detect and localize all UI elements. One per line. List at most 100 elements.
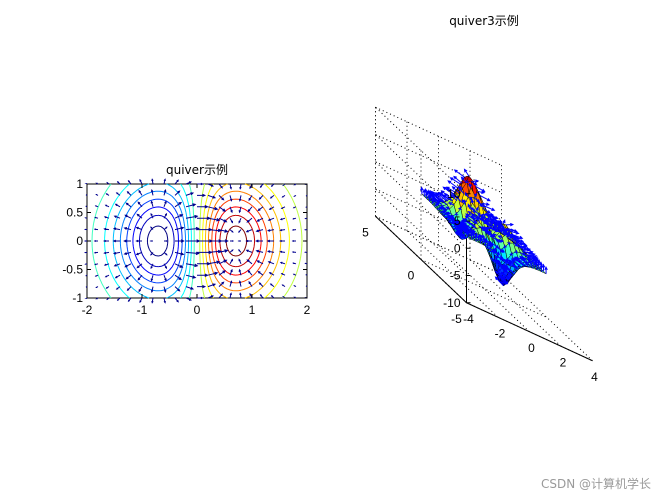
quiver-arrow <box>103 239 109 243</box>
quiver-arrow <box>292 262 297 265</box>
normal-arrow <box>503 244 507 249</box>
contour-line <box>104 183 192 299</box>
quiver-arrow <box>229 206 233 214</box>
quiver-arrow <box>280 273 286 276</box>
quiver-arrow <box>150 263 154 270</box>
quiver-arrow <box>137 201 143 208</box>
normal-arrow <box>424 188 428 197</box>
quiver-arrow <box>237 240 241 242</box>
quiver-arrow <box>267 261 275 265</box>
surface-patch <box>539 269 547 275</box>
normal-arrow <box>495 239 500 243</box>
quiver-arrow <box>150 252 154 256</box>
normal-arrow <box>502 219 506 225</box>
normal-arrow <box>512 257 522 264</box>
x-tick-label: 2 <box>560 355 567 369</box>
quiver-arrow <box>229 229 234 233</box>
quiver-arrow <box>238 258 242 265</box>
normal-arrow <box>497 268 502 273</box>
normal-arrow <box>509 252 514 256</box>
quiver-arrow <box>150 286 154 294</box>
quiver-arrow <box>94 274 99 277</box>
quiver-arrow <box>279 239 285 243</box>
quiver-arrow <box>164 240 169 242</box>
quiver-arrow <box>85 274 88 277</box>
normal-arrow <box>457 206 462 211</box>
quiver-arrow <box>229 268 233 276</box>
quiver-arrow <box>115 286 121 290</box>
normal-arrow <box>507 262 517 269</box>
normal-arrow <box>506 230 511 238</box>
quiver-arrow <box>279 217 286 221</box>
quiver3-chart-title: quiver3示例 <box>449 14 519 28</box>
quiver-arrow <box>175 239 185 243</box>
quiver-arrow <box>185 297 192 301</box>
quiver-arrow <box>266 250 275 253</box>
normal-arrow <box>520 245 528 249</box>
quiver-arrow <box>149 240 153 242</box>
quiver-arrow <box>305 274 308 276</box>
quiver-arrow <box>229 280 233 287</box>
quiver-arrow <box>197 205 209 209</box>
normal-arrow <box>487 247 499 254</box>
quiver-arrow <box>83 240 87 242</box>
quiver-arrow <box>127 180 132 185</box>
quiver-arrow <box>246 217 253 223</box>
normal-arrow <box>471 180 478 186</box>
quiver-arrow <box>135 226 143 231</box>
quiver-arrow <box>185 181 192 185</box>
quiver-axes: quiver示例 -2 -1 0 1 2-1-0.500.51 <box>62 163 310 317</box>
quiver-arrow <box>135 251 143 256</box>
normal-arrow <box>460 176 467 183</box>
quiver-arrow <box>103 251 110 255</box>
normal-arrow <box>455 195 462 203</box>
quiver-arrow <box>105 286 110 289</box>
quiver-arrow <box>293 194 297 197</box>
quiver-arrow <box>95 297 99 300</box>
normal-arrow <box>463 168 470 177</box>
normal-arrow <box>490 218 495 227</box>
normal-arrow <box>461 198 467 206</box>
normal-arrow <box>482 226 488 231</box>
normal-arrow <box>472 208 477 214</box>
normal-arrow <box>503 268 510 272</box>
quiver-arrow <box>304 217 308 220</box>
quiver-arrow <box>84 251 88 254</box>
normal-arrow <box>496 251 500 257</box>
normal-arrow <box>472 229 477 234</box>
quiver-arrow <box>238 249 242 253</box>
normal-arrow <box>525 250 534 254</box>
grid-line <box>420 259 548 318</box>
y-tick-label: 0 <box>408 269 415 283</box>
quiver-arrow <box>123 227 132 231</box>
grid-line <box>375 161 467 249</box>
quiver-arrow <box>256 217 264 222</box>
grid-line <box>438 244 530 333</box>
quiver-arrow <box>174 201 183 208</box>
normal-arrow <box>445 216 456 221</box>
quiver-arrow <box>238 229 242 233</box>
normal-arrow <box>523 247 531 252</box>
quiver-arrow <box>103 227 110 231</box>
quiver3-axis-ticks: -10 -5 0 5 10 -5 0 5 -4 -2 0 2 4 <box>362 187 598 384</box>
quiver-arrow <box>207 283 217 288</box>
normal-arrow <box>528 253 536 257</box>
quiver-arrow <box>291 251 297 254</box>
quiver-arrow <box>138 286 143 293</box>
quiver-arrow <box>291 240 296 242</box>
x-tick-label: -4 <box>463 312 474 326</box>
quiver-arrow <box>245 249 253 253</box>
quiver-arrow <box>268 206 275 210</box>
quiver-arrow <box>103 263 110 266</box>
quiver-arrow <box>266 239 274 243</box>
normal-arrow <box>454 211 459 216</box>
quiver-arrow <box>163 226 168 230</box>
normal-arrow <box>445 206 450 210</box>
z-tick-label: -5 <box>450 269 461 283</box>
quiver-arrow <box>218 281 225 287</box>
grid-line <box>375 134 502 193</box>
grid-line <box>406 230 499 318</box>
normal-arrow <box>456 222 461 228</box>
normal-arrow <box>480 213 485 218</box>
